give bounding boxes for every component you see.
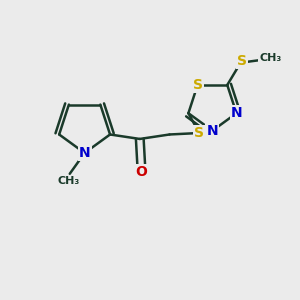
Text: S: S [194, 126, 204, 140]
Text: CH₃: CH₃ [57, 176, 80, 186]
Text: N: N [207, 124, 218, 138]
Text: S: S [193, 78, 202, 92]
Text: O: O [135, 165, 147, 178]
Text: CH₃: CH₃ [259, 53, 281, 63]
Text: S: S [237, 54, 247, 68]
Text: N: N [231, 106, 242, 120]
Text: N: N [79, 146, 90, 160]
